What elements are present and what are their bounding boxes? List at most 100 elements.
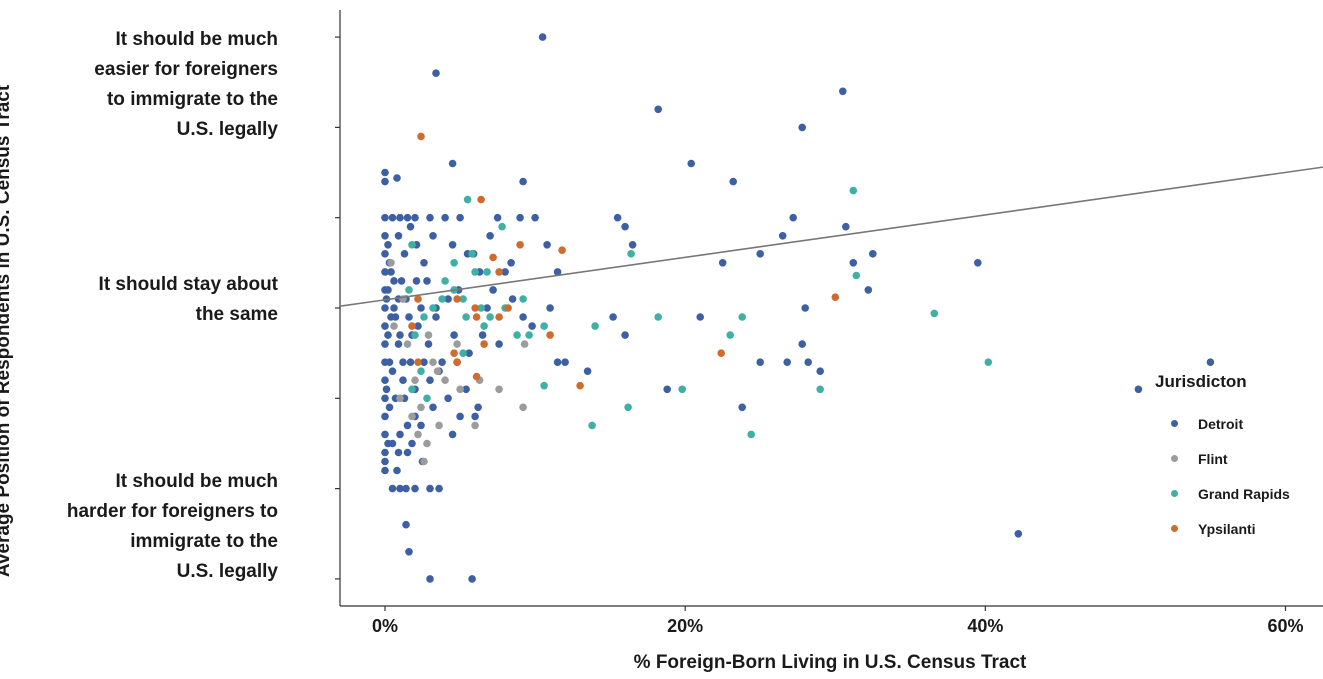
data-point-grand-rapids xyxy=(463,195,472,204)
data-point-grand-rapids xyxy=(816,385,824,394)
legend-label: Flint xyxy=(1198,450,1228,467)
axes xyxy=(335,10,1323,611)
data-point-ypsilanti xyxy=(414,358,422,367)
data-point-detroit xyxy=(456,213,464,222)
data-point-detroit xyxy=(381,376,389,385)
data-point-detroit xyxy=(729,177,737,186)
x-axis-title: % Foreign-Born Living in U.S. Census Tra… xyxy=(633,652,1027,673)
y-category-label-line: easier for foreigners xyxy=(94,59,278,80)
data-point-detroit xyxy=(687,159,695,168)
y-axis-title: Average Position of Respondents in U.S. … xyxy=(0,84,14,578)
data-point-grand-rapids xyxy=(408,241,416,249)
data-point-grand-rapids xyxy=(483,268,491,276)
data-point-flint xyxy=(396,394,404,403)
y-category-label-line: to immigrate to the xyxy=(106,89,278,110)
data-point-grand-rapids xyxy=(471,268,479,276)
data-point-flint xyxy=(441,376,449,385)
data-point-grand-rapids xyxy=(468,250,476,258)
data-point-ypsilanti xyxy=(576,381,584,390)
data-point-detroit xyxy=(396,430,404,439)
data-point-flint xyxy=(403,340,412,348)
data-point-grand-rapids xyxy=(423,394,431,403)
data-point-detroit xyxy=(974,259,982,267)
regression-line xyxy=(339,166,1323,307)
data-point-ypsilanti xyxy=(450,349,458,358)
data-point-detroit xyxy=(448,430,457,439)
data-point-detroit xyxy=(394,340,403,348)
data-point-detroit xyxy=(381,168,389,177)
data-point-detroit xyxy=(546,304,554,312)
data-point-detroit xyxy=(468,575,476,583)
data-point-grand-rapids xyxy=(525,331,533,339)
data-point-detroit xyxy=(849,259,858,267)
legend-swatch xyxy=(1171,490,1178,497)
data-point-grand-rapids xyxy=(459,295,467,303)
data-point-grand-rapids xyxy=(726,331,734,339)
data-point-detroit xyxy=(450,331,458,339)
data-point-grand-rapids xyxy=(462,313,470,321)
data-point-detroit xyxy=(411,213,419,222)
data-point-detroit xyxy=(423,277,431,285)
data-point-grand-rapids xyxy=(498,222,506,231)
trend-line xyxy=(339,166,1323,307)
data-point-detroit xyxy=(756,250,764,258)
data-point-ypsilanti xyxy=(453,295,461,303)
data-point-detroit xyxy=(381,250,389,258)
data-point-detroit xyxy=(486,232,494,240)
data-point-detroit xyxy=(444,394,452,403)
data-point-grand-rapids xyxy=(738,313,746,321)
data-point-detroit xyxy=(438,358,446,367)
data-point-grand-rapids xyxy=(411,331,419,339)
data-point-flint xyxy=(390,322,398,330)
data-point-detroit xyxy=(414,322,422,330)
data-point-detroit xyxy=(411,484,419,493)
data-point-detroit xyxy=(394,232,403,240)
data-point-grand-rapids xyxy=(588,421,596,430)
data-point-ypsilanti xyxy=(558,246,566,254)
data-point-detroit xyxy=(390,277,398,285)
data-point-flint xyxy=(435,421,443,430)
data-point-detroit xyxy=(393,466,401,475)
data-point-detroit xyxy=(381,430,389,439)
data-point-detroit xyxy=(489,286,497,294)
data-point-grand-rapids xyxy=(477,304,485,312)
data-point-grand-rapids xyxy=(486,313,494,321)
data-point-grand-rapids xyxy=(441,277,449,285)
y-category-label-line: U.S. legally xyxy=(176,119,278,140)
data-point-detroit xyxy=(381,304,389,312)
data-point-detroit xyxy=(696,313,704,321)
data-point-detroit xyxy=(1206,358,1215,367)
data-point-detroit xyxy=(1014,530,1023,538)
data-point-detroit xyxy=(426,376,434,385)
data-point-detroit xyxy=(448,241,457,249)
data-point-flint xyxy=(424,331,433,339)
data-point-flint xyxy=(471,421,479,430)
data-point-grand-rapids xyxy=(513,331,521,339)
data-point-detroit xyxy=(462,385,470,394)
data-point-detroit xyxy=(465,349,473,358)
legend-item: Ypsilanti xyxy=(1155,511,1315,546)
data-point-detroit xyxy=(778,232,787,240)
data-point-ypsilanti xyxy=(831,293,840,302)
data-point-ypsilanti xyxy=(495,313,503,321)
data-point-detroit xyxy=(493,213,502,222)
data-point-grand-rapids xyxy=(420,313,428,321)
data-point-detroit xyxy=(388,367,397,376)
data-point-detroit xyxy=(405,548,413,556)
y-category-label: It should be much easier for foreigners to… xyxy=(94,25,278,145)
data-point-detroit xyxy=(507,259,515,267)
data-point-detroit xyxy=(474,403,482,412)
data-point-detroit xyxy=(501,268,509,276)
data-point-grand-rapids xyxy=(480,322,488,330)
y-category-label-line: harder for foreigners to xyxy=(66,500,278,522)
data-point-flint xyxy=(519,403,527,412)
data-point-ypsilanti xyxy=(495,268,503,276)
legend-label: Grand Rapids xyxy=(1198,485,1290,502)
data-point-grand-rapids xyxy=(438,295,446,303)
legend-label: Ypsilanti xyxy=(1198,520,1256,537)
data-point-grand-rapids xyxy=(519,295,527,303)
y-category-label-line: U.S. legally xyxy=(176,560,278,582)
data-point-detroit xyxy=(396,484,404,493)
data-point-detroit xyxy=(435,484,443,493)
data-point-ypsilanti xyxy=(546,331,554,339)
